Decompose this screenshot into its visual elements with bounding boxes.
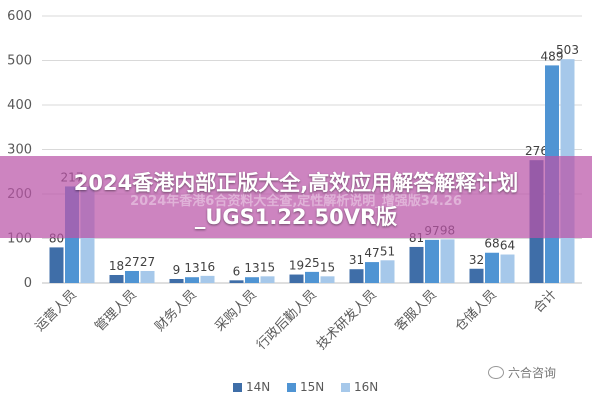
data-label: 27 — [140, 255, 155, 269]
x-tick-label: 行政后勤人员 — [254, 287, 320, 353]
watermark-text: 六合咨询 — [508, 366, 557, 380]
x-tick-label: 管理人员 — [92, 287, 139, 334]
banner-title-line2: _UGS1.22.50VR版 — [194, 205, 398, 229]
y-tick-label: 300 — [7, 143, 32, 158]
bar-14N-1 — [109, 274, 124, 283]
title-banner — [0, 156, 592, 238]
bar-15N-2 — [185, 277, 199, 283]
legend-label: 16N — [354, 380, 378, 394]
bar-14N-5 — [349, 269, 364, 283]
wechat-icon — [488, 366, 504, 379]
bar-16N-2 — [200, 275, 215, 283]
data-label: 19 — [289, 259, 304, 273]
legend-swatch-15N — [287, 383, 296, 392]
x-tick-label: 采购人员 — [212, 287, 260, 335]
x-tick-label: 技术研发人员 — [313, 287, 379, 353]
bar-14N-2 — [169, 278, 184, 283]
data-label: 13 — [184, 261, 199, 275]
bar-16N-1 — [140, 270, 155, 283]
legend-label: 15N — [300, 380, 324, 394]
bar-14N-7 — [469, 268, 484, 283]
data-label: 27 — [124, 255, 139, 269]
bar-15N-5 — [365, 262, 379, 283]
bar-15N-7 — [485, 252, 499, 283]
y-tick-label: 500 — [7, 54, 32, 69]
bar-15N-6 — [425, 239, 439, 283]
data-label: 68 — [484, 237, 499, 251]
banner-ghost-text: 2024年香港6合资料大全查,定性解析说明_增强版34.26 — [130, 194, 462, 209]
bar-14N-4 — [289, 274, 304, 283]
data-label: 276 — [525, 144, 548, 158]
bar-15N-3 — [245, 277, 259, 283]
bar-14N-3 — [229, 280, 244, 283]
data-label: 51 — [380, 244, 395, 258]
bar-16N-3 — [260, 276, 275, 283]
x-tick-label: 财务人员 — [152, 287, 200, 335]
data-label: 32 — [469, 253, 484, 267]
watermark: 六合咨询 — [488, 364, 556, 381]
data-label: 9 — [173, 263, 181, 277]
data-label: 47 — [364, 246, 379, 260]
bar-15N-4 — [305, 271, 319, 283]
legend-label: 14N — [246, 380, 270, 394]
bar-14N-0 — [49, 247, 64, 283]
legend-swatch-14N — [233, 383, 242, 392]
data-label: 489 — [541, 49, 564, 63]
bar-14N-6 — [409, 246, 424, 283]
data-label: 15 — [320, 260, 335, 274]
legend-swatch-16N — [341, 383, 350, 392]
bar-16N-5 — [380, 260, 395, 283]
y-tick-label: 0 — [24, 276, 32, 291]
x-tick-label: 运营人员 — [32, 287, 79, 334]
bar-16N-7 — [500, 254, 515, 283]
data-label: 25 — [304, 256, 319, 270]
x-tick-label: 仓储人员 — [452, 287, 499, 334]
y-tick-label: 600 — [7, 9, 32, 24]
y-tick-label: 400 — [7, 98, 32, 113]
data-label: 503 — [556, 43, 579, 57]
data-label: 16 — [200, 260, 215, 274]
data-label: 13 — [244, 261, 259, 275]
x-tick-label: 合计 — [531, 287, 560, 316]
data-label: 6 — [233, 264, 241, 278]
banner-title-line1: 2024香港内部正版大全,高效应用解答解释计划 — [73, 171, 519, 195]
data-label: 18 — [109, 259, 124, 273]
data-label: 64 — [500, 239, 515, 253]
bar-16N-6 — [440, 239, 455, 283]
x-tick-label: 客服人员 — [392, 287, 440, 335]
bar-15N-1 — [125, 270, 139, 283]
data-label: 15 — [260, 260, 275, 274]
bar-16N-4 — [320, 276, 335, 283]
data-label: 31 — [349, 253, 364, 267]
